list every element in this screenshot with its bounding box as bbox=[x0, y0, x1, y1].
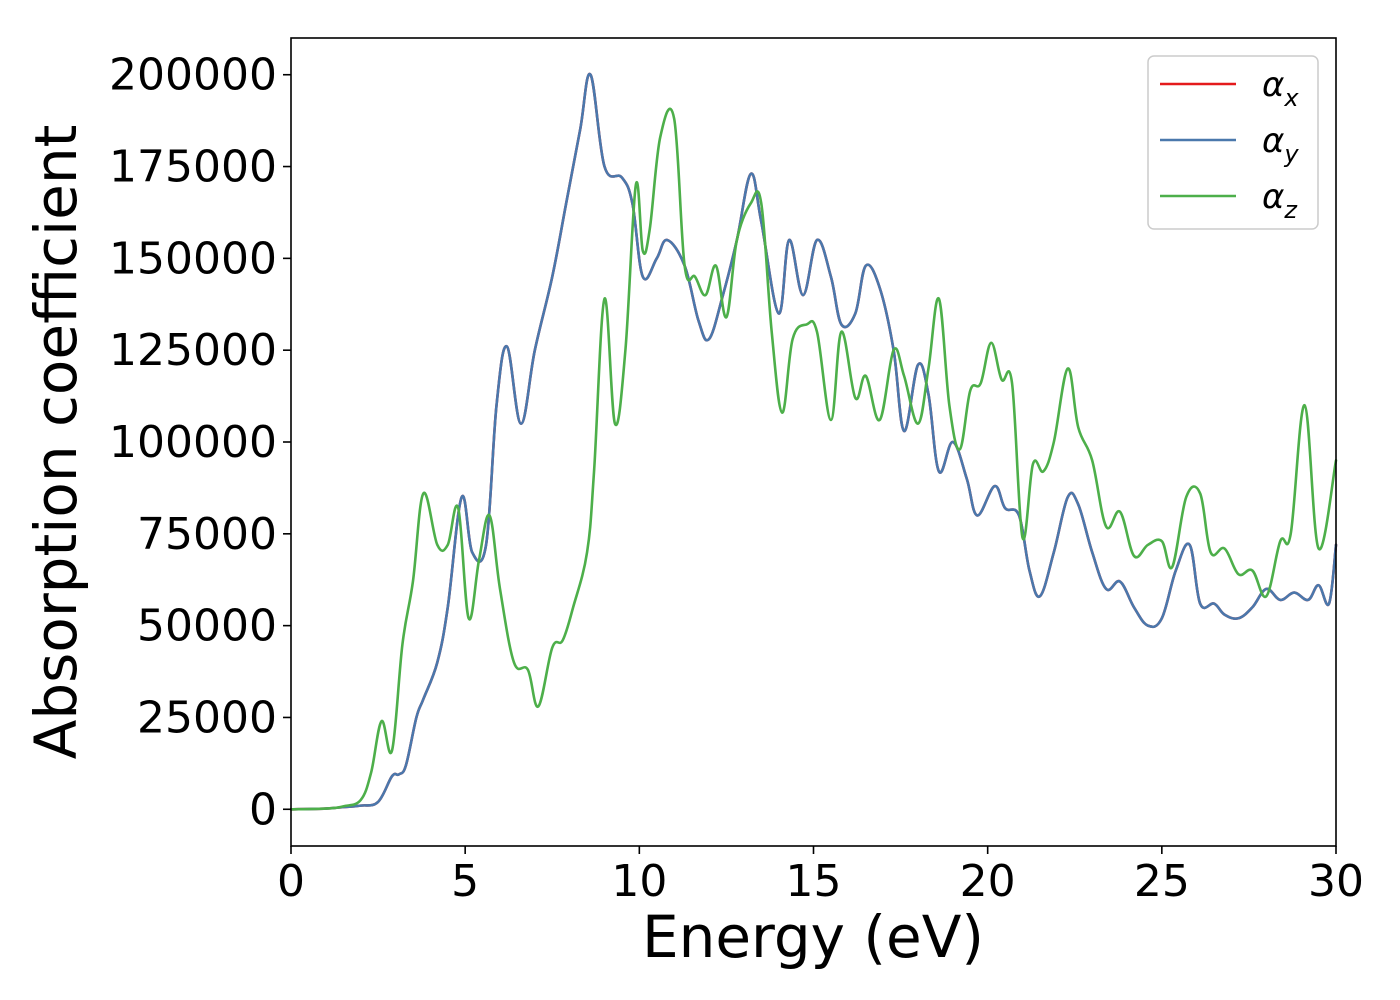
series-layer bbox=[289, 72, 1338, 811]
y-tick-label: 25000 bbox=[137, 692, 277, 743]
x-tick-label: 5 bbox=[451, 856, 479, 907]
legend-label-z: αz bbox=[1262, 177, 1298, 224]
y-tick-label: 200000 bbox=[109, 50, 277, 101]
x-axis-title: Energy (eV) bbox=[642, 903, 984, 971]
legend-label-x: αx bbox=[1262, 65, 1299, 112]
y-tick-label: 125000 bbox=[109, 325, 277, 376]
legend: αx αy αz bbox=[1147, 55, 1319, 230]
legend-label-y: αy bbox=[1262, 121, 1299, 168]
x-tick-label: 15 bbox=[786, 856, 842, 907]
y-axis: 0 25000 50000 75000 100000 125000 150000 175000… bbox=[109, 50, 291, 835]
x-tick-label: 10 bbox=[611, 856, 667, 907]
legend-box bbox=[1147, 55, 1319, 230]
x-axis: 0 5 10 15 20 25 30 bbox=[277, 846, 1364, 907]
y-tick-label: 75000 bbox=[137, 509, 277, 560]
y-axis-title: Absorption coefficient bbox=[22, 125, 90, 760]
series-line-z bbox=[289, 107, 1338, 811]
y-tick-label: 0 bbox=[249, 784, 277, 835]
x-tick-label: 20 bbox=[960, 856, 1016, 907]
y-tick-label: 175000 bbox=[109, 142, 277, 193]
y-tick-label: 150000 bbox=[109, 233, 277, 284]
x-tick-label: 30 bbox=[1308, 856, 1364, 907]
x-tick-label: 0 bbox=[277, 856, 305, 907]
y-tick-label: 50000 bbox=[137, 601, 277, 652]
x-tick-label: 25 bbox=[1134, 856, 1190, 907]
y-tick-label: 100000 bbox=[109, 417, 277, 468]
